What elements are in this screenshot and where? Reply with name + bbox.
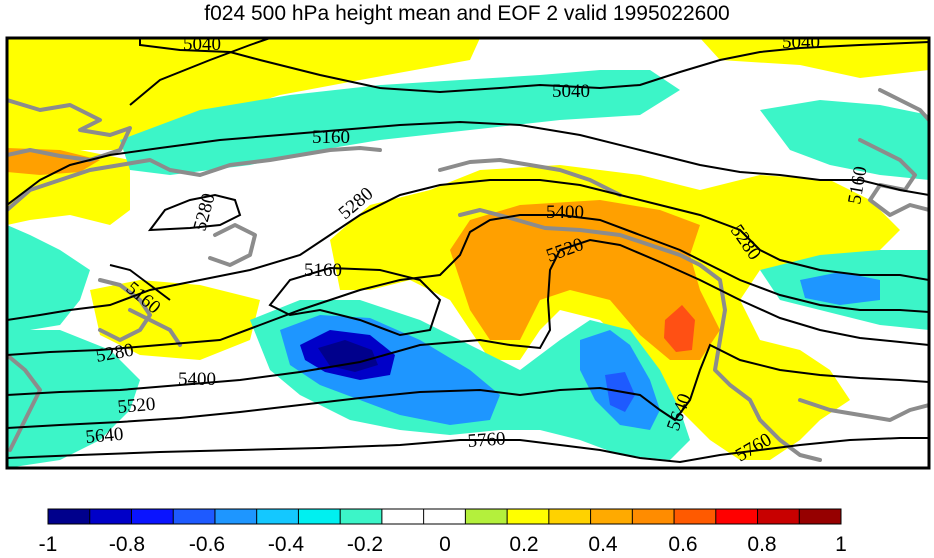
contour-label: 5160 [312, 127, 350, 148]
contour-5280-a [7, 179, 929, 321]
contour-label: 5520 [117, 394, 157, 418]
colorbar-tick-label: -1 [38, 533, 58, 556]
colorbar-tick-label: 0.4 [588, 533, 618, 556]
coastline-southwest [7, 353, 42, 452]
coastline-kamchatka [98, 278, 152, 342]
colorbar-tick-labels: -1 -0.8 -0.6 -0.4 -0.2 0 0.2 0.4 0.6 0.8… [0, 533, 934, 558]
coastlines [7, 88, 929, 462]
eof-region-navy-inner [318, 340, 378, 372]
colorbar-tick-label: -0.2 [346, 533, 384, 556]
colorbar-swatch [173, 509, 216, 524]
contour-5160-a [7, 120, 929, 206]
contour-5040-b [129, 38, 271, 106]
colorbar-frame [47, 508, 842, 525]
colorbar-swatch [632, 509, 675, 524]
contour-5520-a [7, 238, 929, 396]
map-field: 5040 5040 5040 5160 5160 5160 5160 5280 … [7, 32, 929, 468]
colorbar-swatch [465, 509, 508, 524]
eof-region-orange-nw [7, 148, 100, 175]
colorbar-swatch [799, 509, 842, 524]
contour-5400-a [7, 214, 929, 356]
coastline-islands [438, 158, 622, 197]
contour-5640-a [7, 343, 929, 429]
colorbar-swatch [131, 509, 174, 524]
contour-5160-c [109, 264, 171, 301]
contour-label: 5760 [467, 428, 506, 452]
contour-label: 5640 [85, 424, 125, 448]
colorbar-swatch [298, 509, 341, 524]
colorbar-tick-label: 1 [835, 533, 847, 556]
eof-region-red-max [664, 305, 695, 352]
colorbar-swatch [256, 509, 299, 524]
contour-5280-b [147, 193, 242, 232]
colorbar-tick-label: -0.6 [188, 533, 226, 556]
colorbar-swatch [423, 509, 466, 524]
eof-region-yellow-ne [700, 38, 929, 78]
contour-label: 5160 [304, 260, 342, 281]
contour-5760-a [7, 437, 929, 464]
colorbar-tick-label: 0.2 [509, 533, 539, 556]
eof-region-aqua-west [7, 225, 90, 330]
coastline-japan [128, 223, 257, 347]
colorbar-swatch [548, 509, 592, 524]
eof-region-yellow-nw [7, 38, 480, 150]
colorbar-tick-label: -0.4 [267, 533, 305, 556]
eof-region-aqua-south [7, 330, 140, 468]
colorbar-tick-label: 0.6 [668, 533, 698, 556]
colorbar [47, 508, 842, 525]
colorbar-swatch [674, 509, 717, 524]
colorbar-tick-label: -0.8 [108, 533, 146, 556]
eof-region-aqua-ne [760, 100, 929, 180]
coastline-alaska [458, 208, 822, 462]
colorbar-swatch [715, 509, 759, 524]
coastline-east [798, 398, 929, 422]
contour-5160-b [268, 266, 442, 337]
coastline-north [7, 98, 132, 162]
colorbar-tick-label: 0.8 [747, 533, 777, 556]
colorbar-swatch [340, 509, 383, 524]
colorbar-swatch [507, 509, 550, 524]
colorbar-swatch [214, 509, 258, 524]
colorbar-swatch [381, 509, 425, 524]
colorbar-swatch [590, 509, 633, 524]
colorbar-swatch [757, 509, 800, 524]
eof-region-aqua-north [120, 70, 680, 175]
contour-label: 5400 [178, 369, 216, 390]
contour-5040-a [139, 38, 929, 94]
colorbar-tick-label: 0 [439, 533, 451, 556]
contour-label: 5040 [782, 32, 820, 53]
colorbar-swatch [89, 509, 132, 524]
colorbar-swatch [48, 509, 91, 524]
coastline-west [7, 146, 382, 212]
contour-label: 5400 [546, 202, 584, 223]
contour-label: 5040 [552, 81, 590, 102]
plot-title: f024 500 hPa height mean and EOF 2 valid… [204, 2, 730, 25]
height-contours [7, 38, 929, 464]
contour-label: 5040 [183, 34, 221, 55]
eof-region-blue-east [800, 272, 880, 305]
map-frame [5, 36, 931, 470]
